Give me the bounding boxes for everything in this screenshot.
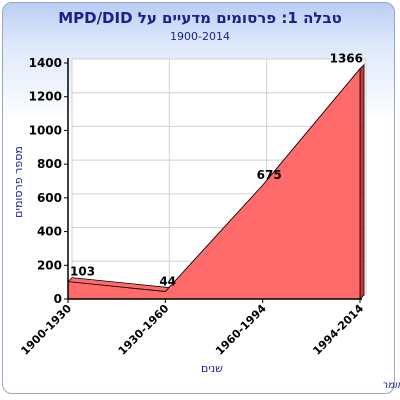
x-tick-label: 1900-1930	[18, 302, 74, 358]
x-tick-label: 1960-1994	[213, 302, 269, 358]
x-axis-ticks: 1900-1930 1930-1960 1960-1994 1994-2014	[18, 299, 366, 358]
y-tick-label: 1000	[29, 123, 62, 137]
data-label: 1366	[330, 52, 363, 66]
y-tick-label: 0	[54, 292, 62, 306]
axes	[67, 58, 362, 300]
y-tick-label: 400	[37, 225, 62, 239]
data-label: 44	[159, 275, 176, 289]
data-label: 675	[257, 168, 282, 182]
y-axis-title: מספר פרסומים	[12, 146, 25, 218]
area-side-face	[359, 63, 365, 300]
chart-title: טבלה 1: פרסומים מדעיים על MPD/DID	[58, 9, 342, 27]
data-label: 103	[70, 265, 95, 279]
y-tick-label: 200	[37, 258, 62, 272]
chart-subtitle: 1900-2014	[170, 30, 230, 43]
y-tick-label: 800	[37, 157, 62, 171]
x-tick-label: 1930-1960	[116, 302, 172, 358]
y-axis-ticks: 0 200 400 600 800 1000 1200 1400	[29, 56, 68, 306]
x-axis-title: שנים	[201, 362, 223, 375]
data-labels: 103 44 675 1366	[70, 52, 363, 289]
credit-text: פרופ' אלי זומר	[382, 380, 400, 391]
y-tick-label: 1200	[29, 90, 62, 104]
y-tick-label: 1400	[29, 56, 62, 70]
x-tick-label: 1994-2014	[310, 302, 366, 358]
y-tick-label: 600	[37, 191, 62, 205]
